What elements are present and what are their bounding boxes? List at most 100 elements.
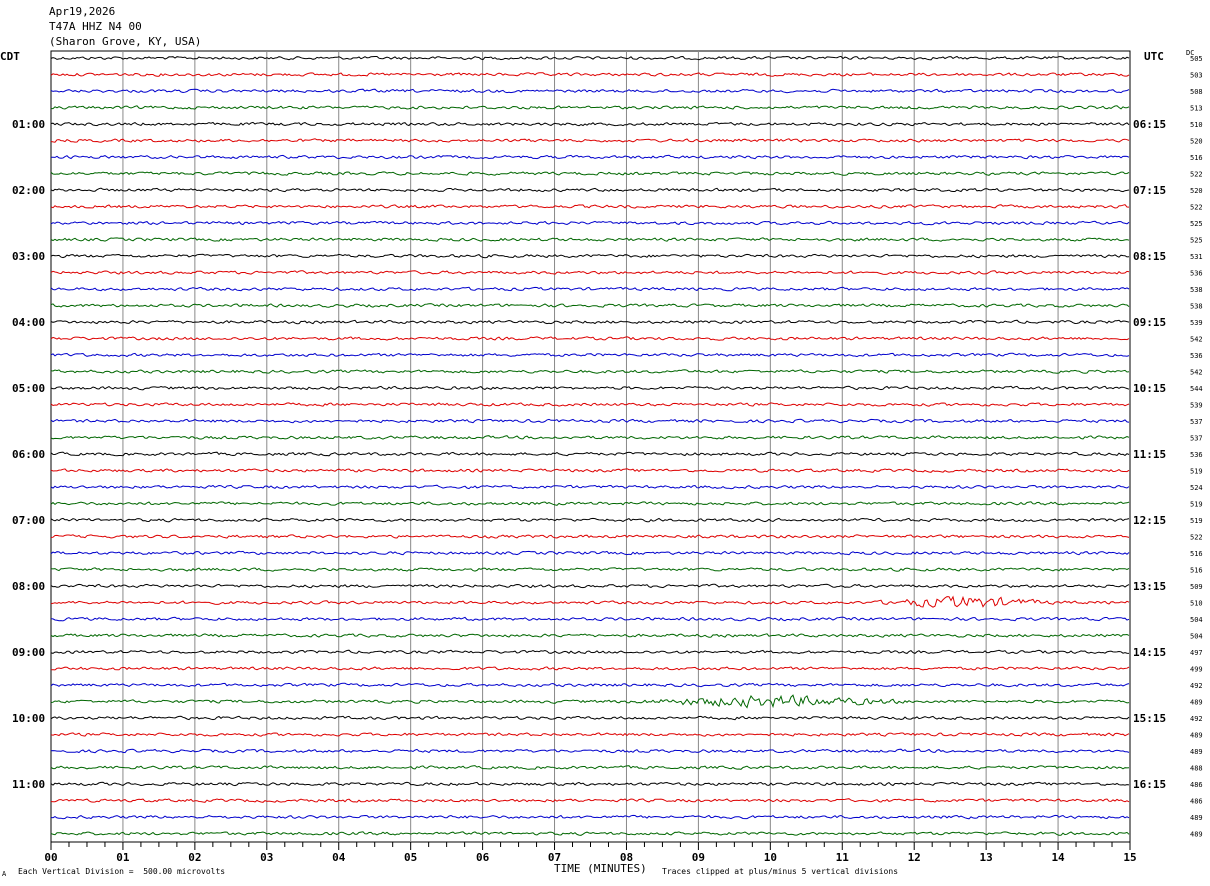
dc-offset-label: 504 xyxy=(1190,616,1203,624)
trace-27 xyxy=(50,501,1130,506)
dc-offset-label: 538 xyxy=(1190,303,1203,311)
x-tick-label: 13 xyxy=(980,851,993,864)
dc-offset-label: 522 xyxy=(1190,534,1203,542)
trace-40 xyxy=(50,715,1130,721)
dc-offset-label: 524 xyxy=(1190,484,1203,492)
dc-offset-label: 542 xyxy=(1190,336,1203,344)
dc-offset-label: 516 xyxy=(1190,550,1203,558)
x-tick-label: 08 xyxy=(620,851,633,864)
left-hour-label: 04:00 xyxy=(12,316,45,329)
dc-offset-label: 520 xyxy=(1190,138,1203,146)
left-hour-label: 05:00 xyxy=(12,382,45,395)
dc-offset-label: 510 xyxy=(1190,121,1203,129)
right-hour-label: 11:15 xyxy=(1133,448,1166,461)
trace-26 xyxy=(50,484,1130,490)
trace-15 xyxy=(50,303,1130,308)
dc-offset-label: 519 xyxy=(1190,468,1203,476)
right-hour-label: 06:15 xyxy=(1133,118,1166,131)
trace-3 xyxy=(51,105,1130,110)
dc-offset-label: 492 xyxy=(1190,715,1203,723)
trace-38 xyxy=(50,682,1130,688)
left-hour-label: 07:00 xyxy=(12,514,45,527)
left-hour-label: 02:00 xyxy=(12,184,45,197)
dc-offset-label: 492 xyxy=(1190,682,1203,690)
right-hour-label: 10:15 xyxy=(1133,382,1166,395)
trace-47 xyxy=(50,831,1130,836)
dc-offset-label: 489 xyxy=(1190,748,1203,756)
x-tick-label: 02 xyxy=(188,851,201,864)
dc-offset-label: 497 xyxy=(1190,649,1203,657)
x-tick-label: 00 xyxy=(44,851,57,864)
dc-offset-label: 519 xyxy=(1190,501,1203,509)
dc-offset-label: 508 xyxy=(1190,88,1203,96)
dc-offset-label: 520 xyxy=(1190,187,1203,195)
trace-39 xyxy=(50,694,1130,709)
dc-offset-label: 489 xyxy=(1190,814,1203,822)
right-hour-label: 09:15 xyxy=(1133,316,1166,329)
dc-offset-label: 537 xyxy=(1190,435,1203,443)
x-tick-label: 06 xyxy=(476,851,490,864)
dc-offset-header: DC xyxy=(1186,49,1195,57)
trace-45 xyxy=(50,798,1130,803)
x-tick-label: 05 xyxy=(404,851,417,864)
trace-5 xyxy=(50,138,1130,143)
left-hour-label: 10:00 xyxy=(12,712,45,725)
trace-14 xyxy=(50,286,1130,292)
x-tick-label: 11 xyxy=(836,851,850,864)
trace-11 xyxy=(50,237,1130,242)
dc-offset-label: 489 xyxy=(1190,732,1203,740)
dc-offset-label: 539 xyxy=(1190,402,1203,410)
x-tick-label: 14 xyxy=(1051,851,1065,864)
dc-offset-label: 522 xyxy=(1190,204,1203,212)
dc-offset-label: 525 xyxy=(1190,237,1203,245)
dc-offset-label: 504 xyxy=(1190,633,1203,641)
x-tick-label: 04 xyxy=(332,851,346,864)
trace-25 xyxy=(50,468,1130,473)
plot-frame xyxy=(50,50,1131,843)
right-hour-label: 14:15 xyxy=(1133,646,1166,659)
trace-34 xyxy=(50,616,1130,622)
right-timezone-label: UTC xyxy=(1144,50,1164,63)
dc-offset-label: 519 xyxy=(1190,517,1203,525)
trace-31 xyxy=(50,567,1130,572)
trace-17 xyxy=(50,336,1130,341)
trace-2 xyxy=(50,88,1130,94)
dc-offset-label: 499 xyxy=(1190,666,1203,674)
dc-offset-label: 510 xyxy=(1190,600,1203,608)
trace-12 xyxy=(50,253,1130,259)
left-hour-label: 09:00 xyxy=(12,646,45,659)
trace-44 xyxy=(50,781,1130,787)
x-tick-label: 01 xyxy=(116,851,130,864)
dc-offset-label: 531 xyxy=(1190,253,1203,261)
trace-8 xyxy=(50,187,1130,193)
trace-0 xyxy=(50,55,1130,61)
trace-10 xyxy=(50,220,1130,226)
dc-offset-label: 486 xyxy=(1190,781,1203,789)
dc-offset-label: 536 xyxy=(1190,270,1203,278)
trace-37 xyxy=(50,666,1130,671)
dc-offset-label: 489 xyxy=(1190,831,1203,839)
x-tick-label: 10 xyxy=(764,851,777,864)
x-axis-title: TIME (MINUTES) xyxy=(554,862,647,875)
dc-offset-label: 505 xyxy=(1190,55,1203,63)
record-date: Apr19,2026 xyxy=(49,5,116,18)
trace-6 xyxy=(51,154,1130,160)
dc-offset-label: 542 xyxy=(1190,369,1203,377)
dc-offset-label: 509 xyxy=(1190,583,1203,591)
dc-offset-label: 522 xyxy=(1190,171,1203,179)
dc-offset-label: 536 xyxy=(1190,451,1203,459)
dc-offset-label: 525 xyxy=(1190,220,1203,228)
trace-43 xyxy=(50,765,1130,770)
right-hour-label: 07:15 xyxy=(1133,184,1166,197)
trace-23 xyxy=(50,435,1130,440)
trace-7 xyxy=(50,171,1130,176)
station-code: T47A HHZ N4 00 xyxy=(49,20,142,33)
dc-offset-label: 544 xyxy=(1190,385,1203,393)
right-hour-label: 08:15 xyxy=(1133,250,1166,263)
left-hour-label: 06:00 xyxy=(12,448,45,461)
trace-32 xyxy=(50,583,1130,589)
x-tick-label: 09 xyxy=(692,851,705,864)
x-tick-label: 07 xyxy=(548,851,561,864)
clip-note: Traces clipped at plus/minus 5 vertical … xyxy=(662,867,899,876)
